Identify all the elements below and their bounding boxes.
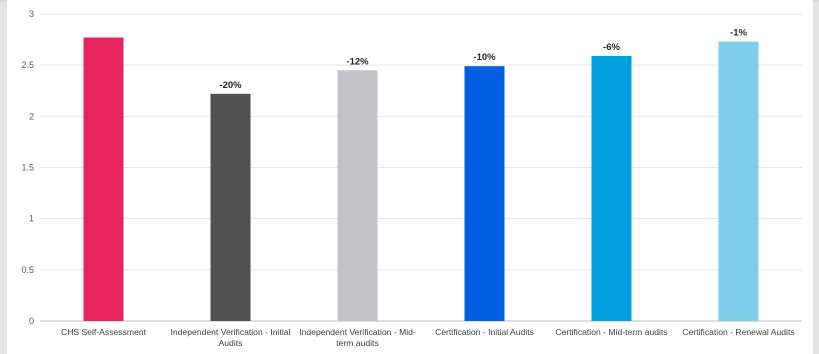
bar <box>210 93 251 321</box>
bar <box>337 70 378 322</box>
x-tick-label: Certification - Initial Audits <box>435 327 534 337</box>
data-labels: -20% -12% -10% -6% -1% <box>219 28 747 91</box>
data-label: -6% <box>603 42 620 53</box>
bar <box>591 55 632 321</box>
x-tick-label: Audits <box>219 338 243 348</box>
bar <box>83 37 124 321</box>
y-axis: 0 0.5 1 1.5 2 2.5 3 <box>21 9 34 326</box>
chart-area <box>7 0 813 354</box>
x-tick-label: Certification - Mid-term audits <box>555 327 667 337</box>
x-tick-label: Certification - Renewal Audits <box>682 327 794 337</box>
x-axis: CHS Self-Assessment Independent Verificat… <box>61 327 795 348</box>
y-tick-label: 1.5 <box>21 163 34 173</box>
y-tick-label: 0.5 <box>21 265 34 275</box>
bar <box>464 66 505 321</box>
data-label: -1% <box>730 28 747 39</box>
x-tick-label: Independent Verification - Initial <box>171 327 291 337</box>
data-label: -12% <box>346 56 369 67</box>
data-label: -20% <box>219 80 242 91</box>
gridlines <box>40 13 802 322</box>
y-tick-label: 0 <box>29 316 34 326</box>
x-tick-label: Independent Verification - Mid- <box>299 327 416 337</box>
x-tick-label: term audits <box>336 338 379 348</box>
y-tick-label: 1 <box>29 214 34 224</box>
bar <box>718 41 759 321</box>
data-label: -10% <box>473 52 496 63</box>
bars <box>83 37 759 322</box>
y-tick-label: 3 <box>29 9 34 19</box>
y-tick-label: 2 <box>29 111 34 121</box>
x-tick-label: CHS Self-Assessment <box>61 327 147 337</box>
y-tick-label: 2.5 <box>21 60 34 70</box>
